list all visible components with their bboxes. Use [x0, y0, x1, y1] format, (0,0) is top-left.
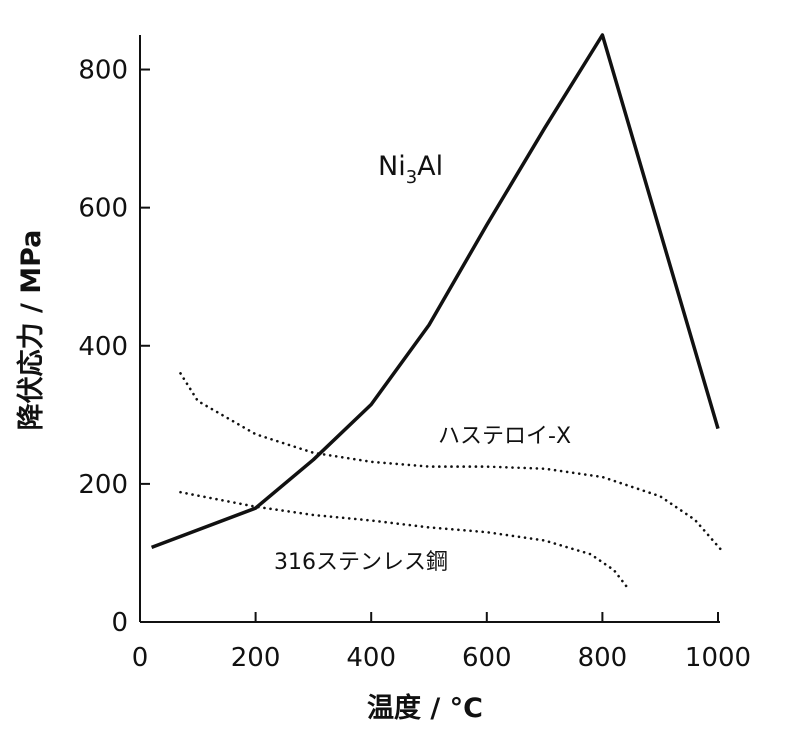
- series-ni3al-line: [150, 33, 720, 550]
- y-tick-label: 800: [78, 56, 128, 86]
- x-tick-label: 400: [346, 643, 396, 673]
- series-316-stainless-line: [179, 490, 630, 591]
- series-hastelloy-line: [179, 372, 726, 555]
- x-tick-label: 200: [231, 643, 281, 673]
- series-lines: [150, 33, 726, 591]
- y-axis-title: 降伏応力 / MPa: [15, 230, 47, 431]
- ticks: 0 200 400 600 800 1000 0 200 400 600 800: [78, 56, 751, 673]
- x-axis-title: 温度 / °C: [367, 692, 483, 724]
- y-tick-label: 600: [78, 194, 128, 224]
- x-tick-label: 0: [132, 643, 149, 673]
- y-tick-label: 200: [78, 470, 128, 500]
- y-tick-label: 0: [111, 608, 128, 638]
- series-label-stainless: 316ステンレス鋼: [274, 550, 448, 575]
- series-label-hastelloy: ハステロイ-X: [438, 424, 571, 449]
- x-tick-label: 600: [462, 643, 512, 673]
- x-tick-label: 1000: [685, 643, 751, 673]
- axes: [139, 35, 720, 623]
- series-label-ni3al: Ni3Al: [378, 151, 443, 188]
- x-tick-label: 800: [578, 643, 628, 673]
- y-tick-label: 400: [78, 332, 128, 362]
